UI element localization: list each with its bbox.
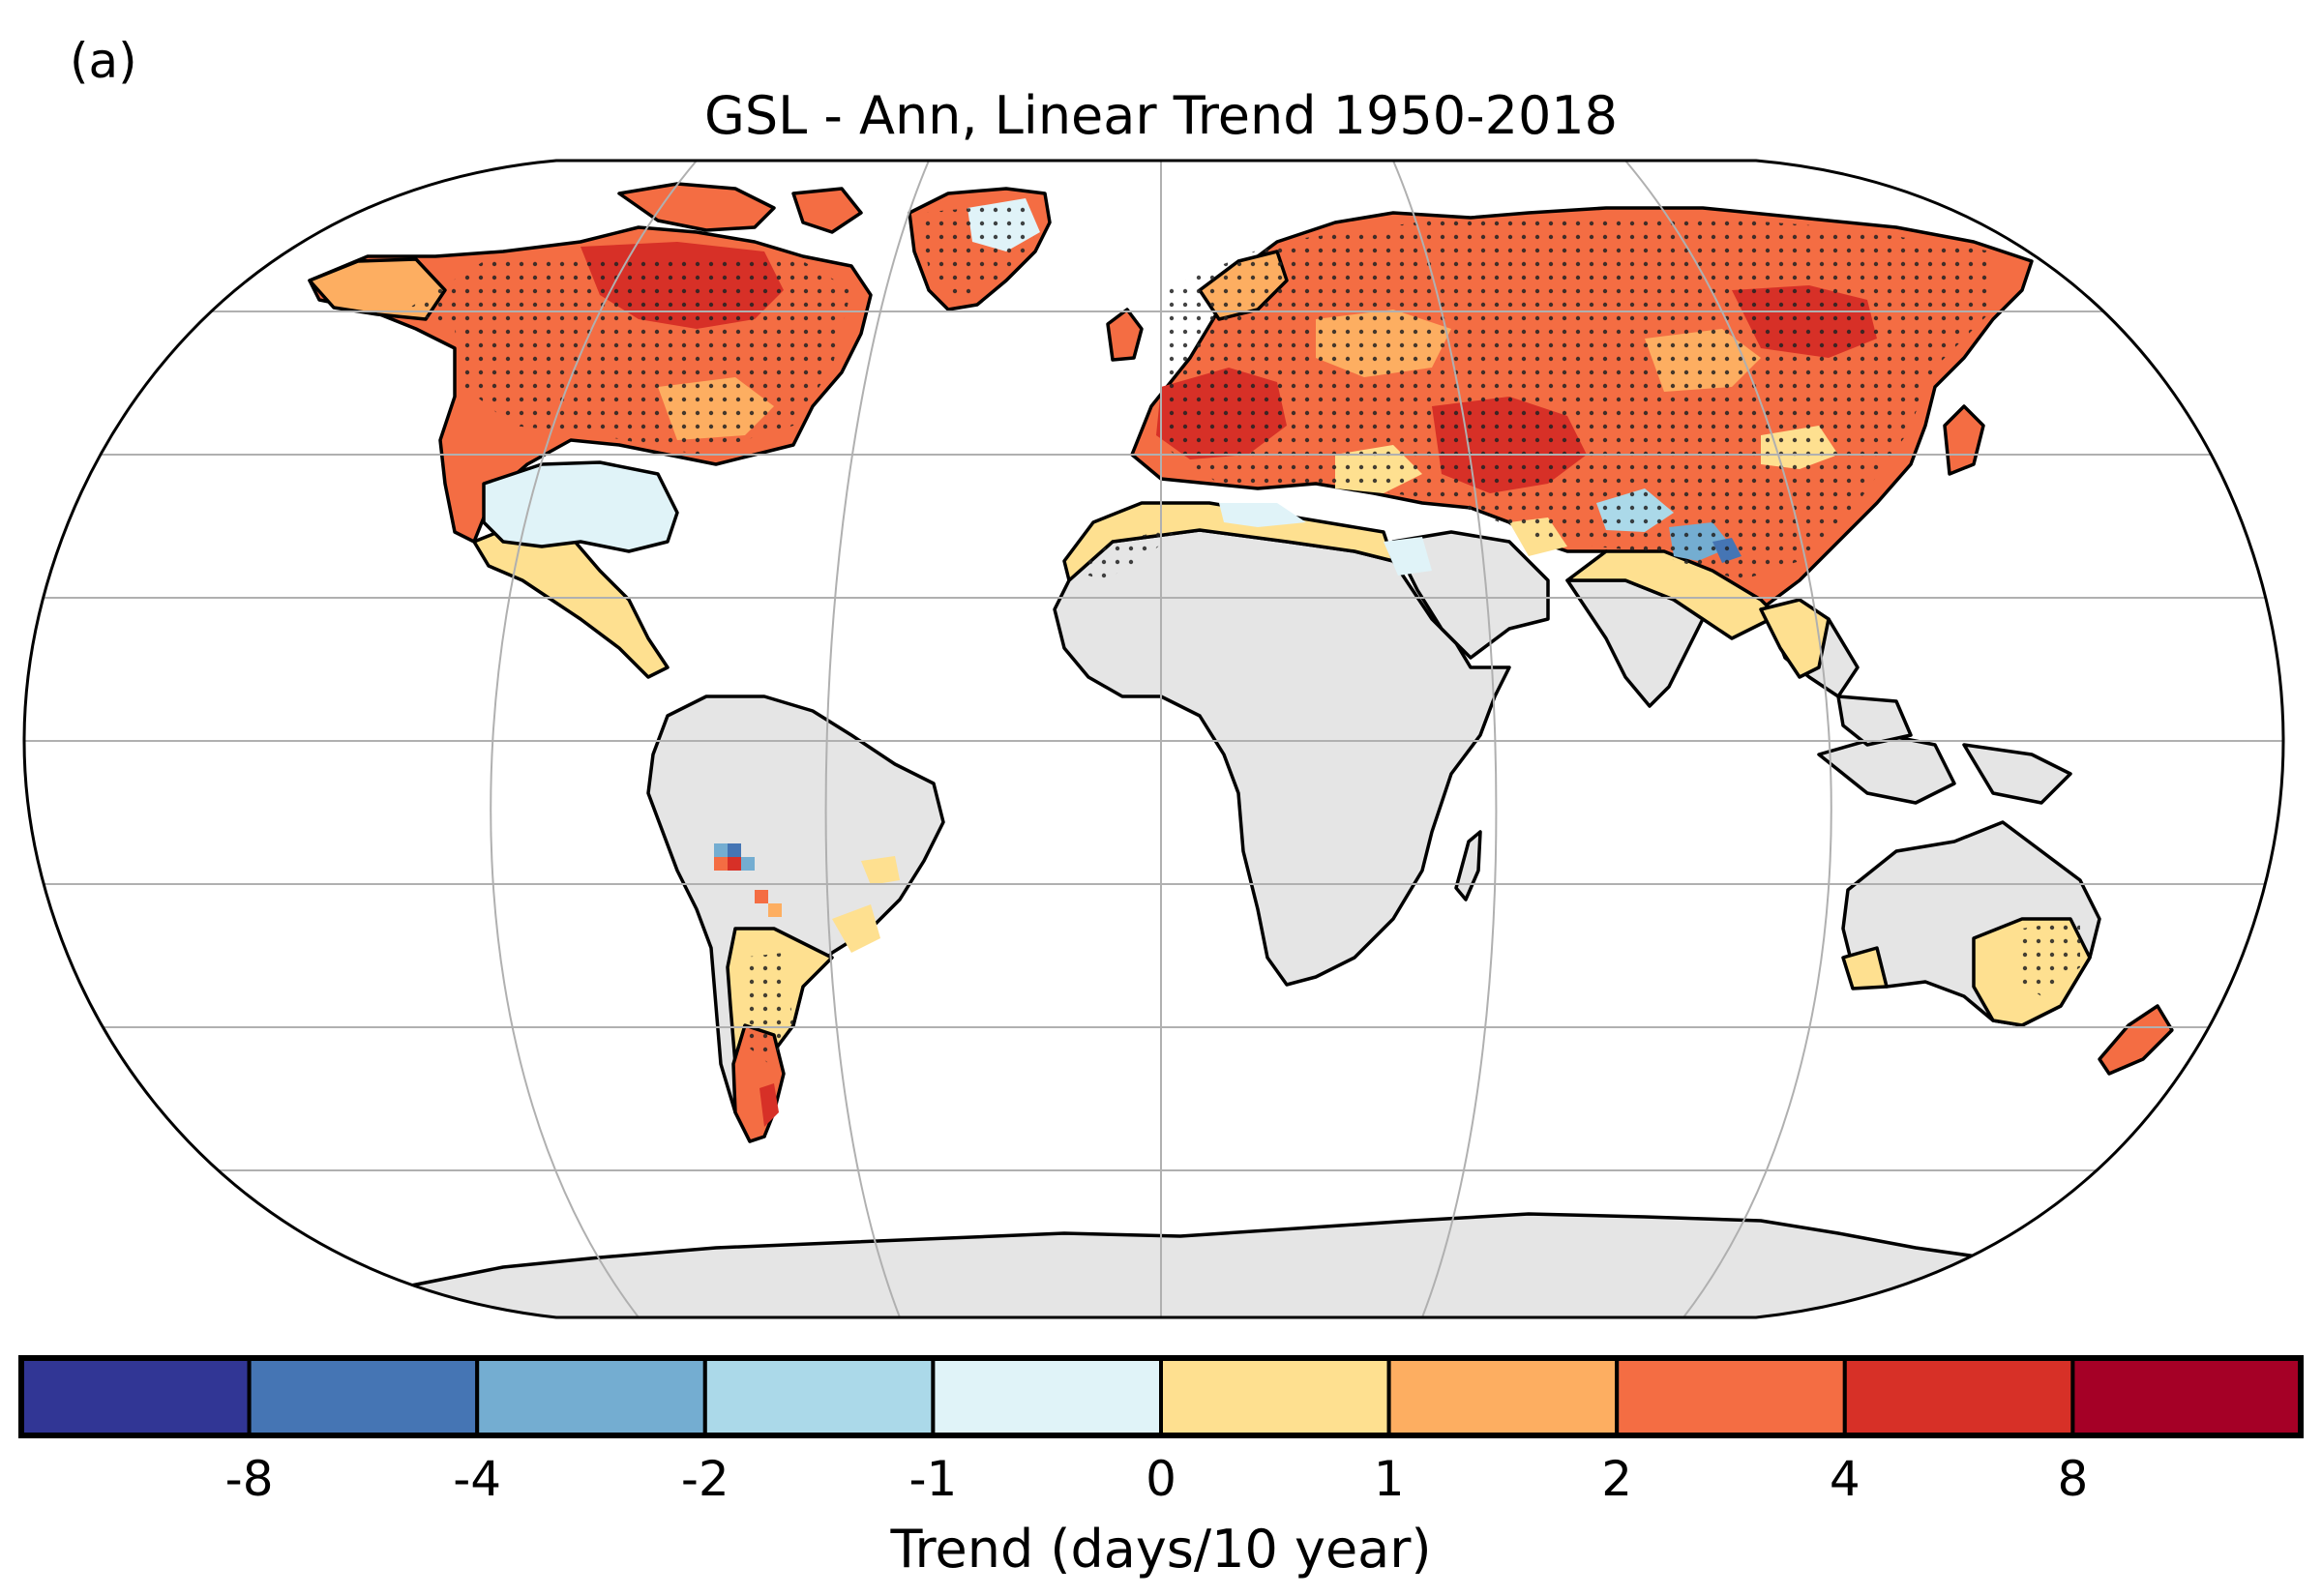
colorbar-label: Trend (days/10 year) (890, 1519, 1432, 1580)
colorbar-tick-label: 0 (1146, 1451, 1176, 1507)
colorbar-frame (18, 1355, 2304, 1438)
colorbar-bin (475, 1356, 707, 1437)
colorbar-bin (1159, 1356, 1391, 1437)
colorbar-tick-label: -2 (680, 1451, 729, 1507)
colorbar-tick-label: 8 (2057, 1451, 2089, 1507)
colorbar-tick-label: 1 (1373, 1451, 1405, 1507)
colorbar-tick-label: -4 (453, 1451, 502, 1507)
colorbar-bin (1615, 1356, 1847, 1437)
colorbar-bin (1842, 1356, 2075, 1437)
colorbar-bin (931, 1356, 1164, 1437)
colorbar-bin (247, 1356, 480, 1437)
colorbar-bin (19, 1356, 252, 1437)
panel-label: (a) (70, 33, 137, 89)
colorbar-bin (1386, 1356, 1620, 1437)
significance-stippling (406, 203, 2080, 1064)
globe-border (22, 159, 2285, 1319)
colorbar-tick-label: 2 (1601, 1451, 1633, 1507)
colorbar-bin (2070, 1356, 2303, 1437)
colorbar-tick-label: -8 (224, 1451, 274, 1507)
colorbar-bin (702, 1356, 936, 1437)
colorbar-tick-label: 4 (1829, 1451, 1861, 1507)
map-title: GSL - Ann, Linear Trend 1950-2018 (703, 85, 1619, 146)
graticule (24, 161, 2283, 1317)
colorbar-tick-label: -1 (908, 1451, 958, 1507)
colorbar (18, 1355, 2304, 1438)
